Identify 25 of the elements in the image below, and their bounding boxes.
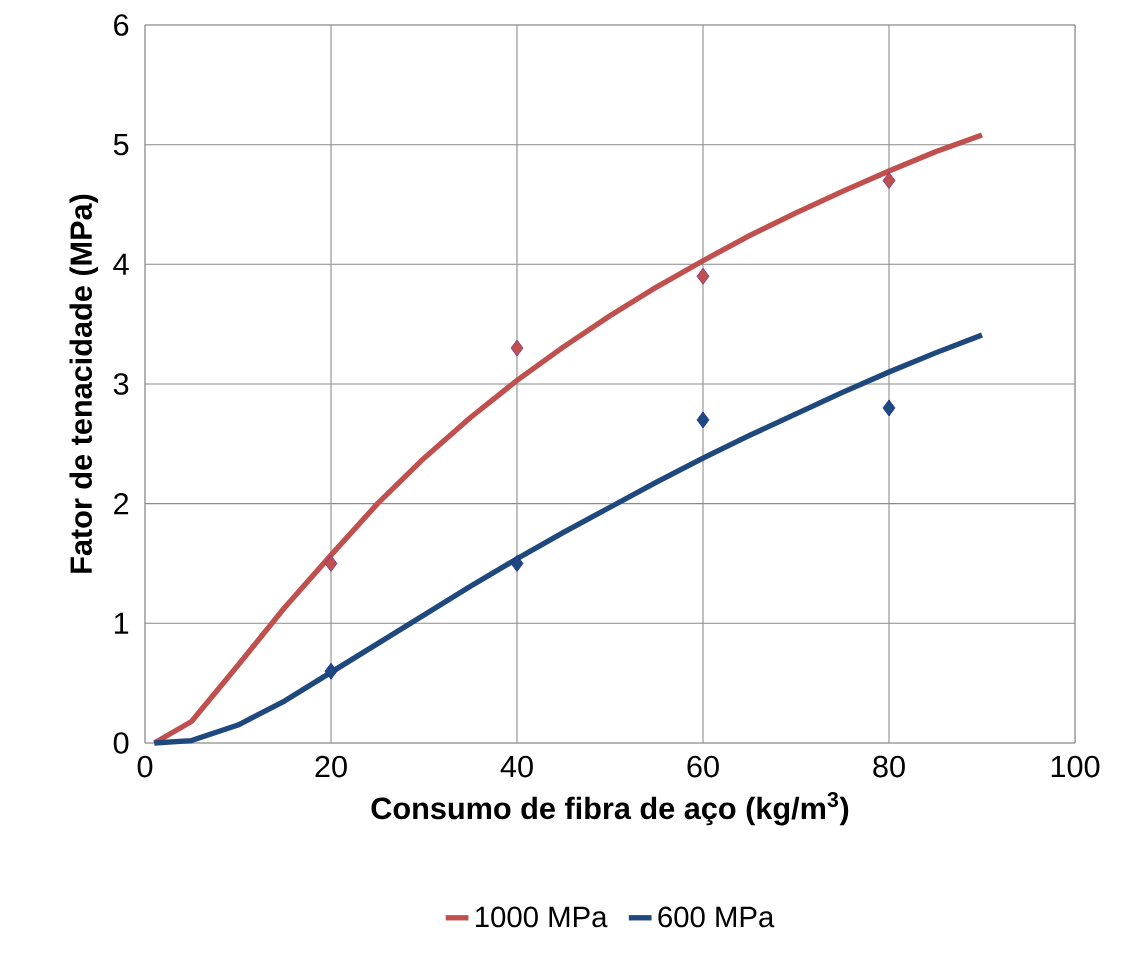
x-tick-label: 100 [1051, 755, 1100, 778]
point [324, 555, 338, 572]
y-tick-label: 6 [114, 14, 129, 36]
x-axis-title: Consumo de fibra de aço (kg/m$^{3}$) [371, 791, 849, 826]
y-tick-label: 0 [113, 732, 129, 754]
legend-label: 600 MPa [658, 906, 775, 928]
x-tick-label: 60 [687, 755, 719, 778]
point [696, 267, 710, 285]
point [882, 172, 896, 189]
y-tick-label: 4 [113, 253, 129, 275]
x-tick-label: 20 [315, 755, 347, 778]
point [696, 411, 710, 429]
point [324, 662, 338, 680]
point [510, 555, 524, 572]
y-axis-title: Fator de tenacidade (MPa) [69, 194, 99, 573]
legend-label: 1000 MPa [476, 906, 608, 928]
x-tick-label: 40 [500, 755, 533, 778]
y-tick-label: 2 [114, 492, 129, 515]
point [882, 399, 896, 417]
x-tick-label: 0 [137, 755, 153, 778]
point [510, 339, 524, 357]
x-tick-label: 80 [873, 755, 905, 778]
y-tick-label: 3 [113, 373, 129, 395]
y-tick-label: 1 [114, 612, 129, 634]
y-tick-label: 5 [113, 133, 129, 156]
